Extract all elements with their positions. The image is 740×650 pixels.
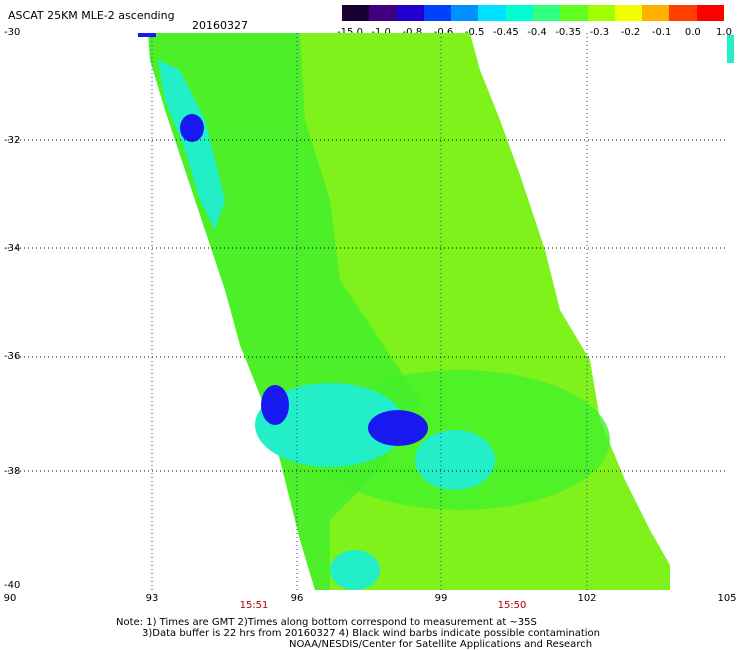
y-tick-label: -38 [4,466,21,477]
blue-core [261,385,289,425]
colorbar-segment [396,5,424,21]
x-tick-label: 105 [717,593,737,604]
y-tick-label: -30 [4,27,21,38]
colorbar-tick-label: -0.1 [651,27,672,38]
product-date: 20160327 [192,19,248,32]
cyan-patch [415,430,495,490]
colorbar-segment [451,5,479,21]
time-label: 15:50 [497,600,527,611]
x-tick-label: 93 [145,593,159,604]
colorbar-segment [614,5,643,21]
y-tick-label: -40 [4,580,21,591]
colorbar [342,5,724,21]
colorbar-segment [369,5,397,21]
colorbar-tick-label: -1.0 [371,27,391,38]
colorbar-tick-label: 0.0 [684,27,701,38]
colorbar-tick-label: -0.8 [402,27,423,38]
colorbar-tick-label: -0.45 [492,27,519,38]
colorbar-segment [642,5,670,21]
note-line-2: 3)Data buffer is 22 hrs from 20160327 4)… [142,628,600,639]
colorbar-tick-label: -0.6 [433,27,454,38]
blue-core [138,33,156,37]
cyan-patch [330,550,380,590]
colorbar-tick-label: 1.0 [716,27,732,38]
colorbar-tick-label: -0.35 [555,27,582,38]
note-line-3: NOAA/NESDIS/Center for Satellite Applica… [289,639,593,650]
product-title: ASCAT 25KM MLE-2 ascending [8,9,175,22]
colorbar-segment [587,5,615,21]
colorbar-tick-label: -0.4 [527,27,547,38]
note-line-1: Note: 1) Times are GMT 2)Times along bot… [116,617,537,628]
colorbar-segment [505,5,533,21]
y-tick-label: -36 [4,351,21,362]
colorbar-tick-label: -0.5 [464,27,485,38]
colorbar-tick-label: -0.3 [589,27,610,38]
colorbar-segment [696,5,724,21]
x-tick-label: 90 [3,593,17,604]
x-tick-label: 96 [290,593,304,604]
colorbar-tick-label: -0.2 [620,27,641,38]
cyan-patch [255,383,405,467]
colorbar-segment [669,5,697,21]
cyan-patch [158,60,225,230]
y-tick-label: -32 [4,135,21,146]
colorbar-segment [478,5,506,21]
x-tick-label: 99 [434,593,448,604]
y-tick-label: -34 [4,243,21,254]
colorbar-tick-label: -15.0 [337,27,363,38]
cyan-patch [727,35,734,63]
colorbar-segment [423,5,452,21]
colorbar-segment [560,5,588,21]
x-tick-label: 102 [577,593,597,604]
time-label: 15:51 [239,600,269,611]
blue-core [368,410,428,446]
blue-core [180,114,204,142]
colorbar-segment [532,5,561,21]
colorbar-segment [342,5,370,21]
